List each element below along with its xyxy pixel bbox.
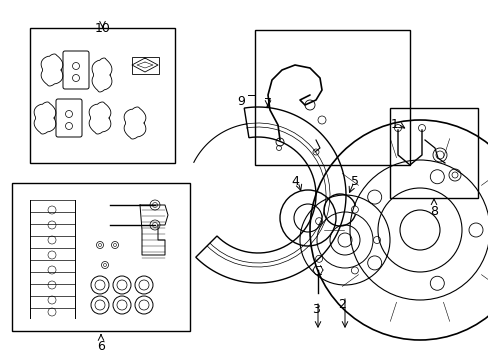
Bar: [12, 183, 190, 331]
Text: 10: 10: [94, 22, 110, 35]
Text: 9: 9: [237, 95, 244, 108]
Bar: [30, 28, 175, 163]
Text: 4: 4: [290, 175, 298, 188]
Text: 2: 2: [337, 298, 345, 311]
Bar: [254, 30, 409, 165]
Text: 6: 6: [97, 340, 105, 353]
Text: 3: 3: [311, 303, 319, 316]
Bar: [132, 57, 159, 74]
Text: 1: 1: [390, 118, 398, 131]
Text: 5: 5: [350, 175, 358, 188]
Text: 8: 8: [429, 205, 437, 218]
Text: 7: 7: [264, 97, 271, 110]
Bar: [389, 108, 477, 198]
